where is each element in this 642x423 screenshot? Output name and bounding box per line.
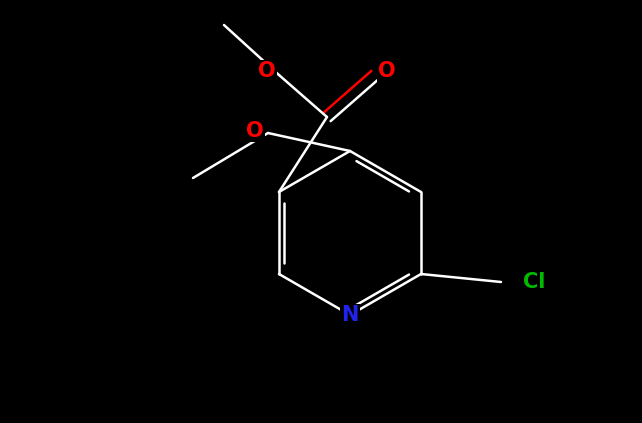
Text: Cl: Cl: [523, 272, 546, 292]
Text: O: O: [246, 121, 264, 141]
Text: N: N: [342, 305, 359, 325]
Text: O: O: [378, 61, 396, 81]
Text: O: O: [258, 61, 276, 81]
